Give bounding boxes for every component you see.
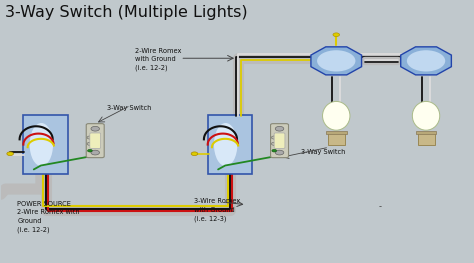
Text: POWER SOURCE
2-Wire Romex with
Ground
(i.e. 12-2): POWER SOURCE 2-Wire Romex with Ground (i…: [17, 201, 80, 233]
FancyBboxPatch shape: [86, 124, 104, 158]
Circle shape: [333, 33, 339, 37]
Circle shape: [275, 127, 284, 131]
Circle shape: [88, 149, 92, 152]
Text: -: -: [379, 202, 382, 211]
Circle shape: [275, 150, 284, 155]
Text: 3-Way Switch: 3-Way Switch: [107, 105, 151, 111]
Circle shape: [87, 136, 93, 139]
FancyBboxPatch shape: [90, 133, 100, 148]
FancyBboxPatch shape: [328, 133, 345, 145]
Ellipse shape: [407, 50, 445, 72]
Ellipse shape: [317, 50, 356, 72]
Circle shape: [91, 150, 100, 155]
Text: 3-Way Switch (Multiple Lights): 3-Way Switch (Multiple Lights): [5, 5, 248, 20]
Polygon shape: [401, 47, 451, 75]
Circle shape: [191, 152, 198, 156]
FancyBboxPatch shape: [23, 115, 68, 174]
Circle shape: [87, 142, 93, 145]
Text: 3-Wire Romex
with Ground
(i.e. 12-3): 3-Wire Romex with Ground (i.e. 12-3): [194, 198, 241, 222]
Circle shape: [272, 149, 277, 152]
FancyBboxPatch shape: [274, 133, 285, 148]
Circle shape: [7, 152, 13, 156]
FancyBboxPatch shape: [271, 124, 289, 158]
Ellipse shape: [30, 123, 53, 166]
FancyBboxPatch shape: [418, 133, 435, 145]
FancyBboxPatch shape: [416, 131, 437, 134]
Ellipse shape: [412, 102, 440, 130]
Circle shape: [272, 136, 277, 139]
Polygon shape: [311, 47, 362, 75]
Circle shape: [272, 142, 277, 145]
FancyBboxPatch shape: [326, 131, 346, 134]
Ellipse shape: [322, 102, 350, 130]
Circle shape: [91, 127, 100, 131]
FancyBboxPatch shape: [208, 115, 252, 174]
Text: 2-Wire Romex
with Ground
(i.e. 12-2): 2-Wire Romex with Ground (i.e. 12-2): [136, 48, 182, 71]
Ellipse shape: [214, 123, 237, 166]
Text: 3-Way Switch: 3-Way Switch: [301, 149, 345, 154]
